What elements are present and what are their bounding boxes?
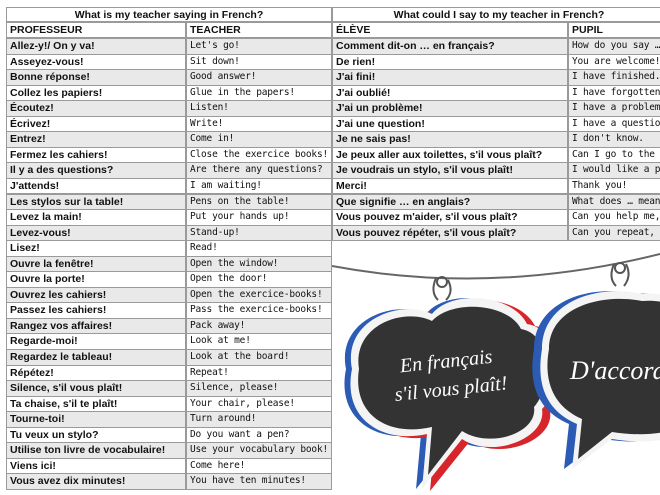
french-phrase: Viens ici! [6,457,186,475]
column-header: ÉLÈVE [332,22,568,38]
english-phrase: Pass the exercice-books! [186,302,332,319]
french-phrase: Vous pouvez m'aider, s'il vous plaît? [332,209,568,226]
french-phrase: J'ai oublié! [332,84,568,102]
english-phrase: Open the door! [186,271,332,288]
bubble-text: D'accord [569,356,660,385]
english-phrase: Your chair, please! [186,395,332,413]
english-phrase: I have finished. [568,69,660,86]
english-phrase: I have a question. [568,115,660,133]
table-title: What could I say to my teacher in French… [332,7,660,22]
english-phrase: Silence, please! [186,380,332,397]
english-phrase: Let's go! [186,38,332,55]
english-phrase: How do you say … [568,38,660,55]
illustration: En français s'il vous plaît! D'accord [332,253,660,492]
english-phrase: Come in! [186,131,332,148]
french-phrase: Entrez! [6,131,186,148]
english-phrase: Close the exercice books! [186,146,332,164]
english-phrase: I don't know. [568,131,660,148]
french-phrase: Bonne réponse! [6,69,186,86]
english-phrase: You are welcome! [568,53,660,71]
english-phrase: Thank you! [568,177,660,195]
english-phrase: You have ten minutes! [186,473,332,490]
english-phrase: Read! [186,240,332,257]
french-phrase: Merci! [332,177,568,195]
french-phrase: J'attends! [6,177,186,195]
english-phrase: Stand-up! [186,224,332,242]
english-phrase: Use your vocabulary book! [186,442,332,459]
english-phrase: Good answer! [186,69,332,86]
english-phrase: Glue in the papers! [186,84,332,102]
french-phrase: Il y a des questions? [6,162,186,179]
french-phrase: Répétez! [6,364,186,382]
english-phrase: I have a problem. [568,100,660,117]
french-phrase: Collez les papiers! [6,84,186,102]
french-phrase: Allez-y!/ On y va! [6,38,186,55]
french-phrase: Ouvre la fenêtre! [6,255,186,273]
english-phrase: Can I go to the toilet, please? [568,146,660,164]
english-phrase: Pens on the table! [186,193,332,211]
english-phrase: Can you repeat, please? [568,224,660,242]
french-phrase: Je ne sais pas! [332,131,568,148]
english-phrase: Can you help me, please? [568,209,660,226]
english-phrase: Turn around! [186,411,332,428]
column-header: PUPIL [568,22,660,38]
english-phrase: Pack away! [186,317,332,335]
english-phrase: I would like a pen, please. [568,162,660,179]
french-phrase: Ta chaise, s'il te plaît! [6,395,186,413]
french-phrase: J'ai un problème! [332,100,568,117]
french-phrase: Je voudrais un stylo, s'il vous plaît! [332,162,568,179]
french-phrase: J'ai une question! [332,115,568,133]
french-phrase: Lisez! [6,240,186,257]
english-phrase: Look at me! [186,333,332,350]
french-phrase: Levez la main! [6,209,186,226]
french-phrase: Je peux aller aux toilettes, s'il vous p… [332,146,568,164]
english-phrase: Repeat! [186,364,332,382]
french-phrase: Silence, s'il vous plaît! [6,380,186,397]
english-phrase: What does … mean in English? [568,193,660,211]
english-phrase: Open the exercice-books! [186,286,332,304]
english-phrase: Do you want a pen? [186,426,332,444]
french-phrase: Écoutez! [6,100,186,117]
french-phrase: Regarde-moi! [6,333,186,350]
french-phrase: Comment dit-on … en français? [332,38,568,55]
english-phrase: Write! [186,115,332,133]
french-phrase: Ouvrez les cahiers! [6,286,186,304]
french-phrase: Tourne-toi! [6,411,186,428]
french-phrase: J'ai fini! [332,69,568,86]
english-phrase: Are there any questions? [186,162,332,179]
table-title: What is my teacher saying in French? [6,7,332,22]
english-phrase: Listen! [186,100,332,117]
french-phrase: Asseyez-vous! [6,53,186,71]
english-phrase: Put your hands up! [186,209,332,226]
column-header: TEACHER [186,22,332,38]
english-phrase: Look at the board! [186,349,332,366]
column-header: PROFESSEUR [6,22,186,38]
french-phrase: Passez les cahiers! [6,302,186,319]
english-phrase: Open the window! [186,255,332,273]
french-phrase: Les stylos sur la table! [6,193,186,211]
english-phrase: Sit down! [186,53,332,71]
french-phrase: Levez-vous! [6,224,186,242]
french-phrase: De rien! [332,53,568,71]
french-phrase: Vous avez dix minutes! [6,473,186,490]
french-phrase: Ouvre la porte! [6,271,186,288]
french-phrase: Vous pouvez répéter, s'il vous plaît? [332,224,568,242]
french-phrase: Utilise ton livre de vocabulaire! [6,442,186,459]
french-phrase: Écrivez! [6,115,186,133]
english-phrase: I am waiting! [186,177,332,195]
french-phrase: Que signifie … en anglais? [332,193,568,211]
french-phrase: Fermez les cahiers! [6,146,186,164]
french-phrase: Regardez le tableau! [6,349,186,366]
english-phrase: I have forgotten. [568,84,660,102]
french-phrase: Rangez vos affaires! [6,317,186,335]
french-phrase: Tu veux un stylo? [6,426,186,444]
english-phrase: Come here! [186,457,332,475]
